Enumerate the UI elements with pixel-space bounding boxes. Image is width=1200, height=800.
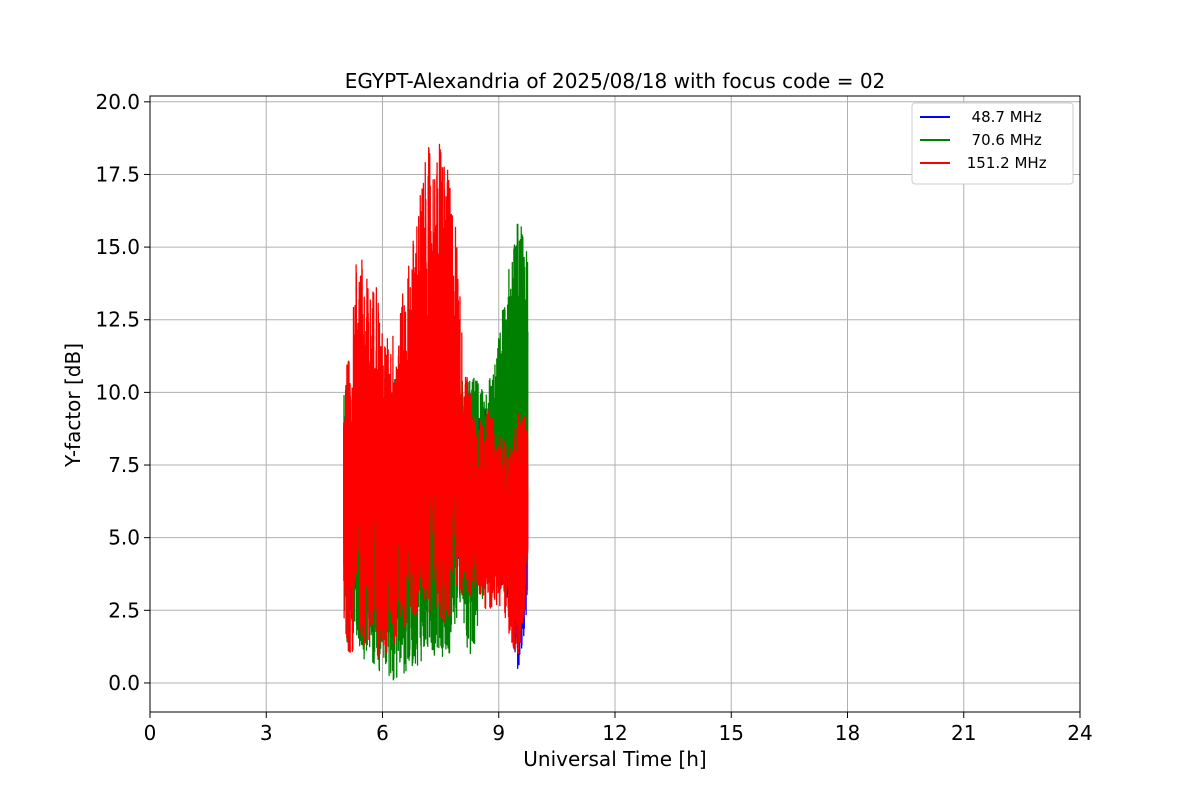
legend-box xyxy=(911,102,1074,185)
x-tick-label: 0 xyxy=(144,721,157,745)
plot-series xyxy=(343,143,529,681)
x-tick-label: 24 xyxy=(1067,721,1092,745)
y-tick-label: 0.0 xyxy=(108,671,140,695)
y-tick-label: 7.5 xyxy=(108,453,140,477)
x-tick-label: 15 xyxy=(719,721,744,745)
y-tick-label: 17.5 xyxy=(95,162,140,186)
y-tick-label: 15.0 xyxy=(95,235,140,259)
x-axis: 0 3 6 9 12 15 18 21 24 xyxy=(144,712,1093,745)
x-tick-label: 3 xyxy=(260,721,273,745)
x-tick-label: 18 xyxy=(835,721,860,745)
legend-label: 48.7 MHz xyxy=(962,108,1042,126)
series-line xyxy=(343,143,529,658)
legend: 48.7 MHz 70.6 MHz 151.2 MHz xyxy=(911,102,1074,185)
y-tick-label: 12.5 xyxy=(95,308,140,332)
x-tick-label: 6 xyxy=(376,721,389,745)
y-tick-label: 10.0 xyxy=(95,380,140,404)
y-tick-label: 5.0 xyxy=(108,526,140,550)
legend-label: 70.6 MHz xyxy=(962,131,1042,149)
x-axis-title: Universal Time [h] xyxy=(523,747,706,771)
x-tick-label: 9 xyxy=(492,721,505,745)
y-tick-label: 20.0 xyxy=(95,90,140,114)
chart-title: EGYPT-Alexandria of 2025/08/18 with focu… xyxy=(345,69,886,93)
y-tick-label: 2.5 xyxy=(108,598,140,622)
x-tick-label: 12 xyxy=(602,721,627,745)
y-axis-title: Y-factor [dB] xyxy=(61,343,85,468)
legend-label: 151.2 MHz xyxy=(962,154,1047,172)
y-axis: 0.0 2.5 5.0 7.5 10.0 12.5 15.0 17.5 20.0 xyxy=(95,90,150,695)
x-tick-label: 21 xyxy=(951,721,976,745)
